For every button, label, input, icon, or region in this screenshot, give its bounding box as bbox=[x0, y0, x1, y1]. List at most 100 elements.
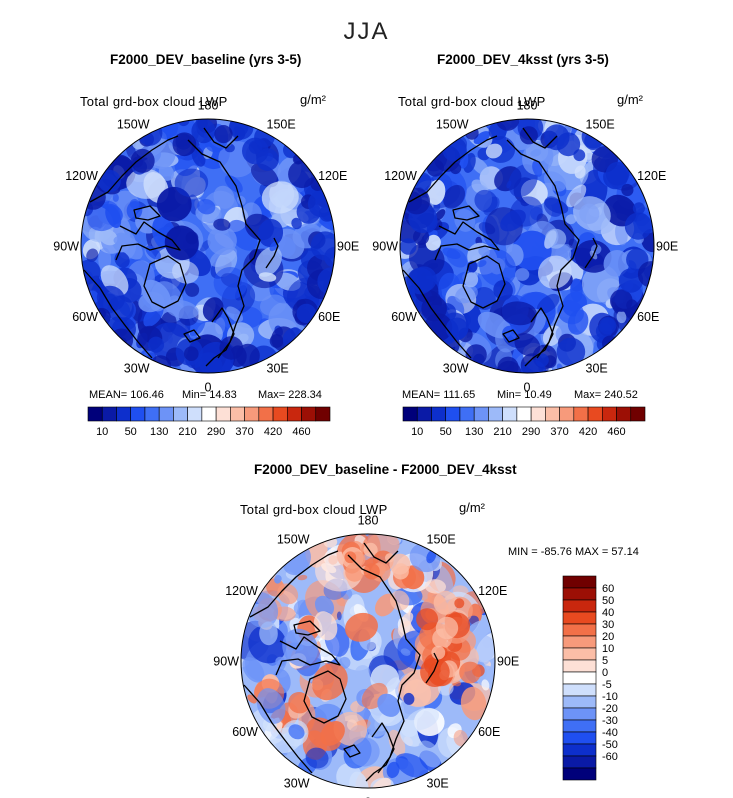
panel3-colorbar-label: 0 bbox=[602, 667, 608, 679]
panel1-colorbar-box bbox=[144, 406, 160, 422]
panel1-max: Max= 228.34 bbox=[258, 389, 322, 401]
panel2-colorbar-label: 420 bbox=[579, 426, 597, 438]
panel1-field-cell bbox=[202, 297, 224, 321]
panel2-field-cell bbox=[479, 248, 517, 287]
panel3-field-cell bbox=[431, 645, 446, 660]
panel2-field-cell bbox=[514, 333, 541, 357]
panel3-field-cell bbox=[274, 574, 282, 584]
panel1-field-cell bbox=[156, 186, 192, 222]
panel3-colorbar-label: -20 bbox=[602, 703, 618, 715]
panel1-field bbox=[81, 119, 335, 373]
panel3-colorbar-label: -50 bbox=[602, 739, 618, 751]
panel1-field-cell bbox=[269, 241, 279, 252]
panel1-colorbar-label: 370 bbox=[235, 426, 253, 438]
panel3-colorbar-box bbox=[562, 743, 597, 757]
panel3-lon-label-90e: 90E bbox=[497, 655, 519, 669]
panel1-colorbar-label: 50 bbox=[125, 426, 137, 438]
panel2-coast-island bbox=[452, 205, 480, 221]
panel1-colorbar-box bbox=[116, 406, 132, 422]
panel1-field-cell bbox=[184, 346, 199, 362]
panel2-field-cell bbox=[621, 183, 634, 197]
panel3-lon-label-180: 180 bbox=[358, 514, 379, 528]
season-title: JJA bbox=[343, 18, 390, 45]
panel1-field-cell bbox=[257, 218, 284, 248]
panel3-field-cell bbox=[275, 656, 286, 667]
panel1-colorbar-box bbox=[244, 406, 260, 422]
panel1-colorbar-box bbox=[187, 406, 203, 422]
panel3-lon-label-150e: 150E bbox=[427, 532, 456, 546]
panel2-colorbar-label: 50 bbox=[440, 426, 452, 438]
panel3-colorbar-box bbox=[562, 587, 597, 601]
panel1-lon-label-90e: 90E bbox=[337, 240, 359, 254]
panel3-field-cell bbox=[453, 729, 468, 747]
panel1-field-cell bbox=[256, 148, 279, 171]
panel2-colorbar-label: 290 bbox=[522, 426, 540, 438]
panel1-coast-siberia bbox=[187, 139, 261, 359]
panel2-coast-siberia bbox=[506, 139, 580, 359]
panel2-colorbar-box bbox=[616, 406, 632, 422]
panel2-variable: Total grd-box cloud LWP bbox=[398, 94, 546, 109]
panel2-colorbar-box bbox=[573, 406, 589, 422]
panel1-field-cell bbox=[191, 146, 206, 167]
panel3-colorbar-label: -10 bbox=[602, 691, 618, 703]
panel2-colorbar-label: 10 bbox=[411, 426, 423, 438]
panel1-field-cell bbox=[214, 125, 233, 144]
panel3-colorbar-box bbox=[562, 695, 597, 709]
panel3-coast-archipelago bbox=[275, 636, 341, 676]
panel2-field-cell bbox=[565, 214, 577, 225]
panel2-field-cell bbox=[449, 162, 462, 175]
panel2-colorbar-box bbox=[587, 406, 603, 422]
panel3-field-cell bbox=[349, 771, 369, 788]
panel2-lon-label-90w: 90W bbox=[372, 240, 398, 254]
panel1-colorbar-box bbox=[286, 406, 302, 422]
panel3-field-cell bbox=[259, 621, 278, 646]
panel2-lon-label-30w: 30W bbox=[443, 362, 469, 376]
panel2-colorbar-box bbox=[530, 406, 546, 422]
panel3-field-cell bbox=[435, 616, 459, 640]
panel3-field-cell bbox=[314, 595, 335, 617]
panel2-lon-label-120e: 120E bbox=[637, 169, 666, 183]
panel3-field-cell bbox=[377, 693, 401, 717]
panel2-colorbar-box bbox=[416, 406, 432, 422]
panel3-field-cell bbox=[345, 612, 378, 642]
panel2-field-cell bbox=[626, 299, 638, 311]
panel2-field-cell bbox=[532, 160, 543, 177]
panel1-field-cell bbox=[107, 295, 134, 323]
panel3-lon-label-0: 0 bbox=[365, 796, 372, 798]
panel3-colorbar-label: -40 bbox=[602, 727, 618, 739]
panel2-min: Min= 10.49 bbox=[497, 389, 552, 401]
panel2-colorbar-box bbox=[402, 406, 418, 422]
panel2-mean: MEAN= 111.65 bbox=[402, 389, 476, 401]
panel2-field-cell bbox=[442, 137, 467, 162]
panel1-field-cell bbox=[147, 336, 165, 353]
panel1-coast-archipelago bbox=[115, 221, 181, 261]
panel1-coast-greenland bbox=[143, 255, 187, 309]
panel1-lon-label-180: 180 bbox=[198, 99, 219, 113]
panel1-coast-novaya-zemlya bbox=[265, 237, 279, 269]
panel1-colorbar-box bbox=[173, 406, 188, 422]
panel2-lon-label-60e: 60E bbox=[637, 310, 659, 324]
panel3-field-cell bbox=[424, 579, 446, 594]
panel2-field-cell bbox=[522, 141, 554, 175]
panel2-colorbar-box bbox=[459, 406, 475, 422]
panel2-coast-novaya-zemlya bbox=[584, 237, 598, 269]
panel3-coast-labrador bbox=[243, 684, 313, 774]
panel1-colorbar-box bbox=[272, 406, 288, 422]
panel2-lon-label-0: 0 bbox=[524, 381, 531, 395]
panel2-field-cell bbox=[446, 248, 468, 268]
panel1-map-border bbox=[80, 118, 336, 374]
panel2-colorbar-box bbox=[473, 406, 489, 422]
panel2-field-cell bbox=[493, 280, 513, 301]
panel3-field-cell bbox=[305, 747, 329, 769]
panel1-field-cell bbox=[214, 233, 234, 249]
panel3-lon-label-150w: 150W bbox=[277, 532, 310, 546]
panel2-field-cell bbox=[572, 196, 611, 231]
panel2-field-cell bbox=[425, 234, 441, 251]
panel2-lon-label-150w: 150W bbox=[436, 117, 469, 131]
panel2-colorbar: 10 50 130 210 290 370 420 460 bbox=[402, 406, 646, 438]
panel3-coast-island bbox=[293, 620, 321, 636]
panel2-lon-label-60w: 60W bbox=[391, 310, 417, 324]
panel2-field-cell bbox=[537, 255, 572, 289]
panel3-lon-label-30e: 30E bbox=[427, 777, 449, 791]
